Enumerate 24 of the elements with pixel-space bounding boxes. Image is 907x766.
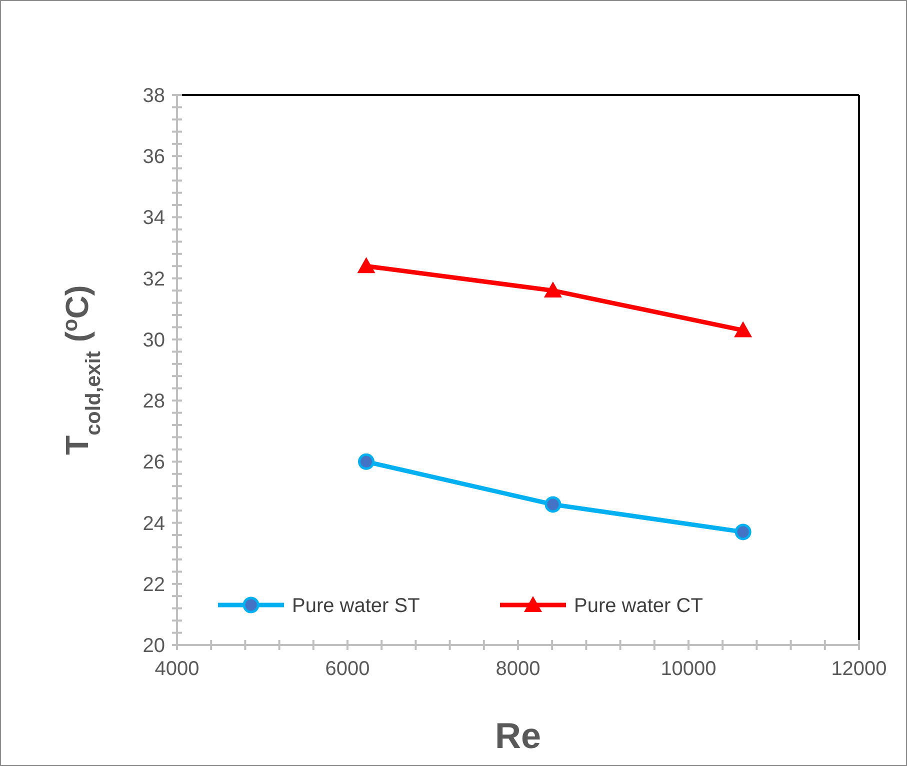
y-tick-label: 38 (142, 85, 165, 107)
point (544, 282, 562, 298)
y-tick-label: 20 (142, 635, 165, 657)
legend-label: Pure water ST (292, 595, 420, 617)
y-tick-label: 24 (142, 512, 165, 535)
y-tick-label: 26 (142, 452, 165, 474)
x-tick-label: 4000 (154, 658, 200, 680)
point (734, 321, 752, 338)
x-axis-title: Re (494, 715, 542, 756)
y-tick-label: 32 (142, 268, 165, 290)
y-tick-label: 30 (142, 329, 165, 352)
y-tick-label: 36 (142, 146, 165, 168)
x-tick-label: 10000 (660, 658, 716, 680)
x-tick-label: 6000 (325, 658, 370, 680)
legend-label: Pure water CT (574, 595, 703, 617)
y-tick-label: 34 (142, 207, 165, 230)
x-tick-label: 12000 (831, 658, 887, 680)
point (544, 496, 562, 513)
y-tick-label: 22 (142, 574, 165, 596)
x-tick-label: 8000 (496, 658, 540, 680)
point (734, 524, 752, 540)
y-tick-label: 28 (142, 390, 165, 413)
point (357, 257, 376, 274)
point (358, 453, 375, 470)
